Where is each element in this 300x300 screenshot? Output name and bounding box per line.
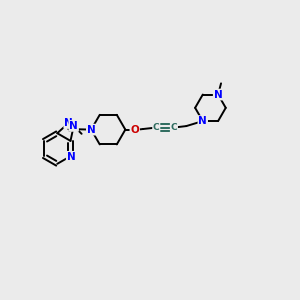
Text: O: O <box>130 124 139 135</box>
Text: C: C <box>171 123 177 132</box>
Text: C: C <box>153 123 160 132</box>
Text: N: N <box>198 116 207 126</box>
Text: N: N <box>67 152 76 162</box>
Text: N: N <box>214 90 223 100</box>
Text: N: N <box>69 121 78 131</box>
Text: N: N <box>64 118 73 128</box>
Text: N: N <box>87 124 96 135</box>
